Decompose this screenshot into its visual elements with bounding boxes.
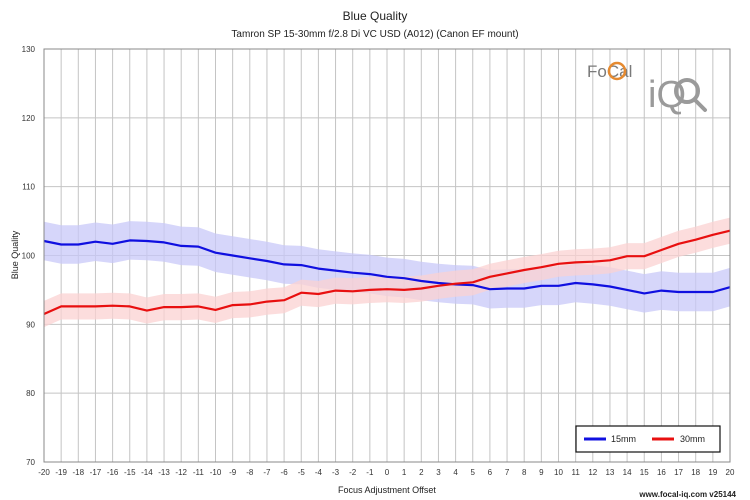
x-tick-label: -12 xyxy=(175,468,187,477)
x-tick-label: -17 xyxy=(90,468,102,477)
x-tick-label: 1 xyxy=(402,468,407,477)
x-tick-label: 12 xyxy=(588,468,597,477)
x-tick-label: 19 xyxy=(708,468,717,477)
y-tick-label: 90 xyxy=(26,320,35,329)
x-tick-label: 4 xyxy=(453,468,458,477)
y-tick-label: 80 xyxy=(26,389,35,398)
chart-title: Blue Quality xyxy=(343,9,408,23)
confidence-band-15mm xyxy=(44,221,730,313)
x-tick-label: -13 xyxy=(158,468,170,477)
legend-label-15mm: 15mm xyxy=(611,434,636,444)
magnifier-icon xyxy=(674,78,700,104)
y-tick-label: 110 xyxy=(22,183,35,192)
watermark-logo: FoCal iQ xyxy=(587,61,707,116)
x-axis-label: Focus Adjustment Offset xyxy=(338,485,436,495)
x-tick-label: 3 xyxy=(436,468,441,477)
x-tick-label: 5 xyxy=(471,468,476,477)
magnifier-handle-icon xyxy=(693,98,707,112)
y-axis-label: Blue Quality xyxy=(10,230,20,279)
footer-credit: www.focal-iq.com v25144 xyxy=(638,490,736,499)
x-tick-label: 10 xyxy=(554,468,563,477)
x-tick-label: -19 xyxy=(55,468,67,477)
x-tick-label: 13 xyxy=(605,468,614,477)
x-tick-label: 7 xyxy=(505,468,510,477)
x-tick-label: -10 xyxy=(210,468,222,477)
x-tick-label: -16 xyxy=(107,468,119,477)
x-tick-label: -8 xyxy=(246,468,254,477)
bands xyxy=(44,217,730,328)
series-lines xyxy=(43,229,731,316)
x-tick-label: 18 xyxy=(691,468,700,477)
x-tick-label: 20 xyxy=(726,468,735,477)
x-tick-label: -18 xyxy=(73,468,85,477)
y-tick-label: 120 xyxy=(22,114,36,123)
legend: 15mm 30mm xyxy=(575,425,721,453)
x-tick-label: -14 xyxy=(141,468,153,477)
x-tick-label: -1 xyxy=(366,468,374,477)
x-tick-label: -9 xyxy=(229,468,237,477)
y-tick-label: 130 xyxy=(22,45,36,54)
chart-subtitle: Tamron SP 15-30mm f/2.8 Di VC USD (A012)… xyxy=(231,29,518,40)
x-ticks: -20 -19 -18 -17 -16 -15 -14 -13 -12 -11 -10 -9 -8 -7-… xyxy=(38,468,735,477)
x-tick-label: 14 xyxy=(623,468,632,477)
x-tick-label: 2 xyxy=(419,468,424,477)
y-tick-label: 70 xyxy=(26,458,35,467)
series-line-30mm xyxy=(43,229,731,316)
x-tick-label: 15 xyxy=(640,468,649,477)
series-line-15mm xyxy=(43,239,731,295)
x-tick-label: -20 xyxy=(38,468,50,477)
x-tick-label: -6 xyxy=(281,468,289,477)
x-tick-label: 9 xyxy=(539,468,544,477)
x-tick-label: -5 xyxy=(298,468,306,477)
x-tick-label: -11 xyxy=(193,468,205,477)
x-tick-label: 0 xyxy=(385,468,390,477)
legend-label-30mm: 30mm xyxy=(680,434,705,444)
x-tick-label: -3 xyxy=(332,468,340,477)
watermark-circle-icon xyxy=(607,61,627,81)
x-tick-label: 8 xyxy=(522,468,527,477)
x-tick-label: 16 xyxy=(657,468,666,477)
x-tick-label: 6 xyxy=(488,468,493,477)
confidence-band-30mm xyxy=(44,217,730,328)
plot-frame xyxy=(43,48,731,463)
x-tick-label: 11 xyxy=(571,468,580,477)
x-tick-label: -2 xyxy=(349,468,357,477)
x-tick-label: -15 xyxy=(124,468,136,477)
x-tick-label: 17 xyxy=(674,468,683,477)
x-tick-label: -4 xyxy=(315,468,323,477)
x-tick-label: -7 xyxy=(263,468,271,477)
y-ticks: 70 80 90 100 110 120 130 xyxy=(22,45,36,467)
y-tick-label: 100 xyxy=(22,252,36,261)
